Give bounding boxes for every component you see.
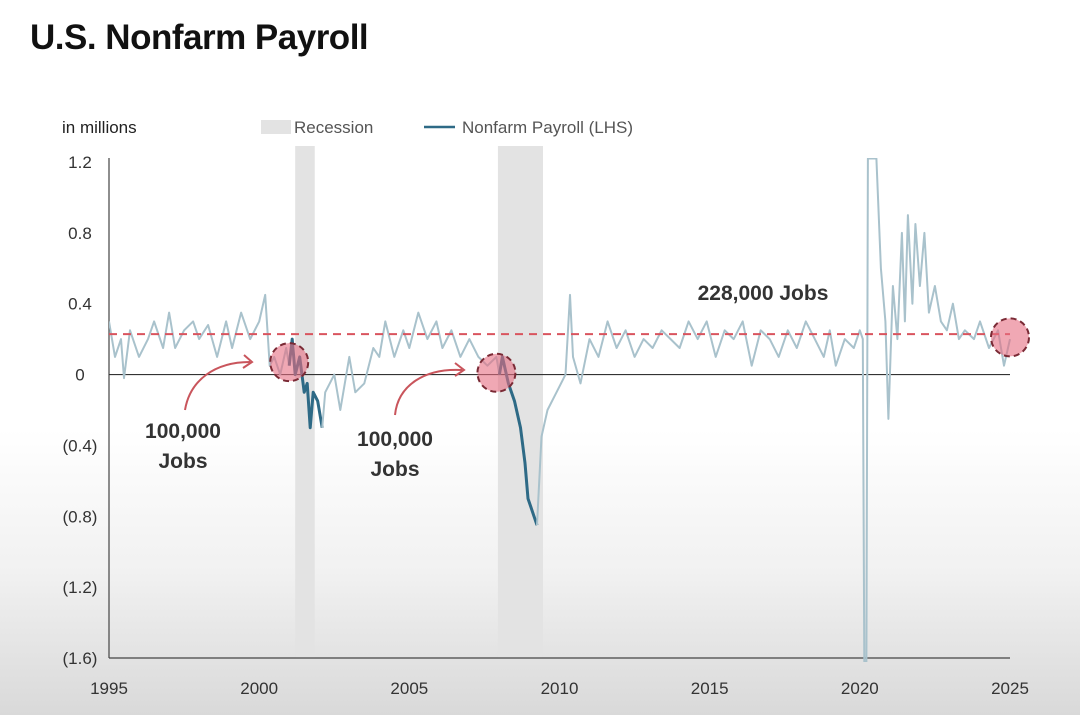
x-tick-label: 2020	[841, 679, 879, 698]
arrow-2008	[394, 368, 463, 416]
y-unit-label: in millions	[62, 118, 137, 137]
annotation-2001-line2: Jobs	[158, 450, 207, 473]
average-jobs-annotation: 228,000 Jobs	[698, 282, 829, 305]
y-tick-label: (1.2)	[63, 578, 98, 597]
x-tick-label: 2025	[991, 679, 1029, 698]
legend-recession-swatch	[261, 120, 291, 134]
payroll-series-line	[109, 293, 291, 380]
legend: Recession Nonfarm Payroll (LHS)	[261, 118, 633, 137]
y-tick-label: (0.4)	[63, 436, 98, 455]
annotation-2008-line2: Jobs	[370, 458, 419, 481]
legend-payroll-label: Nonfarm Payroll (LHS)	[462, 118, 633, 137]
arrow-2001	[184, 361, 251, 411]
y-tick-label: 0	[75, 366, 84, 385]
arrow-head-2001	[242, 354, 254, 369]
payroll-series-line	[536, 158, 1011, 662]
y-tick-label: (1.6)	[63, 649, 98, 668]
legend-recession-label: Recession	[294, 118, 373, 137]
recession-band	[295, 146, 315, 658]
highlight-circle	[990, 317, 1030, 358]
arrow-head-2008	[454, 362, 466, 377]
y-tick-label: 1.2	[68, 153, 92, 172]
x-tick-label: 2000	[240, 679, 278, 698]
highlight-circle	[476, 352, 517, 393]
highlight-circle	[269, 342, 310, 383]
recession-bands	[295, 146, 543, 658]
x-tick-label: 2015	[691, 679, 729, 698]
payroll-series-line	[321, 311, 501, 428]
axis-ticks: 1.2 0.8 0.4 0 (0.4) (0.8) (1.2) (1.6) 1995 2000 20…	[63, 153, 1029, 698]
y-tick-label: 0.4	[68, 295, 92, 314]
series-lines	[109, 158, 1011, 662]
annotation-2008-line1: 100,000	[357, 428, 433, 451]
x-tick-label: 2010	[541, 679, 579, 698]
highlight-circles	[269, 317, 1030, 393]
x-tick-label: 1995	[90, 679, 128, 698]
annotation-2001-line1: 100,000	[145, 420, 221, 443]
chart-title: U.S. Nonfarm Payroll	[30, 18, 369, 57]
x-tick-label: 2005	[390, 679, 428, 698]
y-tick-label: (0.8)	[63, 507, 98, 526]
y-tick-label: 0.8	[68, 224, 92, 243]
recession-band	[497, 146, 543, 658]
